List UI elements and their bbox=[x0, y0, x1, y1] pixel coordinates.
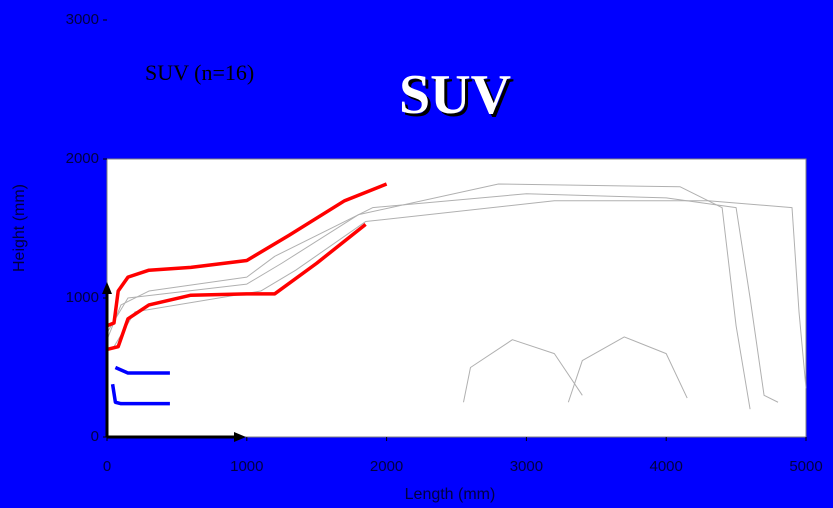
x-tick-label: 2000 bbox=[370, 458, 403, 475]
x-tick-label: 0 bbox=[103, 458, 111, 475]
x-tick-label: 4000 bbox=[650, 458, 683, 475]
x-tick-label: 3000 bbox=[510, 458, 543, 475]
y-tick-label: 3000 bbox=[66, 11, 99, 28]
y-tick-label: 0 bbox=[91, 428, 99, 445]
page: {"chart_data": {"type": "line", "title":… bbox=[0, 0, 833, 508]
y-axis-label: Height (mm) bbox=[11, 184, 28, 272]
chart-title: SUV bbox=[399, 64, 511, 126]
x-tick-label: 1000 bbox=[230, 458, 263, 475]
x-tick-label: 5000 bbox=[789, 458, 822, 475]
y-tick-label: 2000 bbox=[66, 150, 99, 167]
x-axis-label: Length (mm) bbox=[405, 486, 496, 503]
annotation: SUV (n=16) bbox=[145, 60, 254, 85]
y-tick-label: 1000 bbox=[66, 289, 99, 306]
chart: SUV (n=16) SUV SUV Length (mm) Height (m… bbox=[0, 0, 833, 508]
